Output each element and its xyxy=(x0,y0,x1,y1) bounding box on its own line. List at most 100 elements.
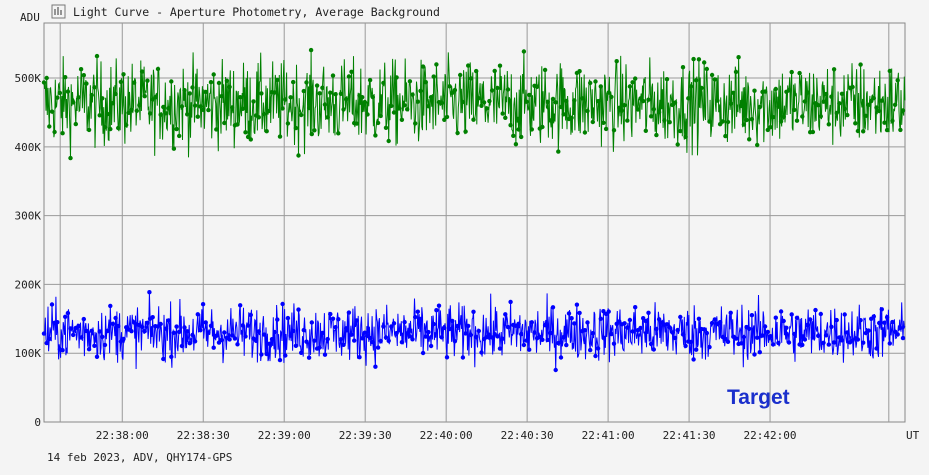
data-point xyxy=(267,341,272,346)
data-point xyxy=(688,84,694,89)
data-point xyxy=(524,99,529,104)
data-point xyxy=(222,330,227,335)
data-point xyxy=(227,84,232,90)
data-point xyxy=(365,112,370,117)
data-point xyxy=(84,81,89,86)
data-point xyxy=(561,335,566,340)
data-point xyxy=(792,107,797,113)
data-point xyxy=(890,319,895,325)
data-point xyxy=(277,134,283,139)
data-point xyxy=(884,315,890,320)
data-point xyxy=(704,330,709,336)
data-point xyxy=(577,69,582,74)
data-point xyxy=(272,90,277,95)
data-point xyxy=(288,95,293,100)
data-point xyxy=(458,320,463,325)
data-point xyxy=(110,321,116,326)
data-point xyxy=(49,302,55,307)
data-point xyxy=(259,352,264,357)
series-0 xyxy=(41,47,906,161)
data-point xyxy=(291,328,296,334)
data-point xyxy=(312,338,317,343)
data-point xyxy=(479,103,484,109)
data-point xyxy=(322,352,328,357)
data-point xyxy=(768,125,773,130)
data-point xyxy=(688,339,694,345)
data-point xyxy=(707,344,712,350)
x-tick-label: 22:42:00 xyxy=(744,429,797,442)
data-point xyxy=(611,128,617,133)
x-axis-label: UT xyxy=(906,429,920,442)
data-point xyxy=(214,333,219,338)
data-point xyxy=(147,290,152,295)
data-point xyxy=(60,131,65,136)
data-point xyxy=(839,338,845,343)
data-point xyxy=(397,106,402,111)
data-point xyxy=(86,347,92,352)
data-point xyxy=(588,80,593,86)
data-point xyxy=(328,311,333,317)
data-point xyxy=(418,316,423,322)
data-point xyxy=(253,338,259,343)
data-point xyxy=(861,340,866,345)
data-point xyxy=(651,107,656,112)
data-point xyxy=(102,125,108,130)
data-point xyxy=(420,64,426,69)
data-point xyxy=(344,97,349,102)
data-point xyxy=(280,301,285,307)
data-point xyxy=(314,83,320,88)
data-point xyxy=(304,339,309,344)
data-point xyxy=(723,336,728,342)
data-point xyxy=(280,106,285,111)
data-point xyxy=(436,303,442,308)
x-tick-label: 22:39:00 xyxy=(258,429,311,442)
data-point xyxy=(41,80,47,85)
data-point xyxy=(338,337,344,342)
data-point xyxy=(635,107,641,112)
data-point xyxy=(829,324,834,329)
data-point xyxy=(360,336,365,341)
data-point xyxy=(892,102,898,108)
chart-icon[interactable] xyxy=(51,4,66,19)
data-point xyxy=(277,357,283,363)
data-point xyxy=(71,100,76,105)
data-point xyxy=(638,325,643,331)
data-point xyxy=(495,334,500,339)
data-point xyxy=(243,130,248,135)
data-point xyxy=(312,128,317,133)
data-point xyxy=(333,92,338,97)
data-point xyxy=(346,74,352,79)
data-point xyxy=(603,126,609,132)
data-point xyxy=(709,320,715,326)
data-point xyxy=(105,111,110,117)
data-point xyxy=(346,310,352,315)
data-point xyxy=(293,125,299,131)
data-point xyxy=(65,89,71,94)
data-point xyxy=(192,103,198,108)
x-tick-label: 22:41:30 xyxy=(663,429,716,442)
data-point xyxy=(415,309,420,314)
data-point xyxy=(818,114,823,119)
data-point xyxy=(694,78,699,83)
data-point xyxy=(662,118,667,123)
data-point xyxy=(606,309,611,314)
data-point xyxy=(166,318,171,323)
data-point xyxy=(341,107,346,112)
data-point xyxy=(423,334,428,339)
data-point xyxy=(487,98,492,104)
data-point xyxy=(447,326,452,332)
data-point xyxy=(540,337,545,342)
data-point xyxy=(627,317,633,323)
data-point xyxy=(540,124,545,130)
data-point xyxy=(466,63,471,68)
data-point xyxy=(577,310,582,316)
data-point xyxy=(428,343,434,349)
data-point xyxy=(707,119,712,124)
data-point xyxy=(659,104,664,110)
data-point xyxy=(92,343,97,348)
data-point xyxy=(147,111,153,116)
data-point xyxy=(627,84,633,89)
data-point xyxy=(381,80,386,86)
data-point xyxy=(296,307,301,312)
